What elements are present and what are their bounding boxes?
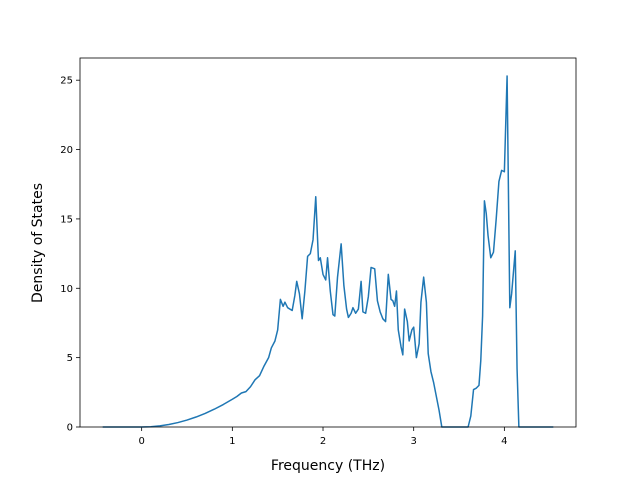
y-tick-label: 20 xyxy=(60,145,73,156)
x-tick-label: 0 xyxy=(138,436,144,447)
y-tick-label: 0 xyxy=(67,423,73,434)
x-tick-label: 1 xyxy=(229,436,235,447)
y-tick-label: 5 xyxy=(67,353,73,364)
x-tick-label: 4 xyxy=(501,436,507,447)
y-tick-label: 10 xyxy=(60,284,73,295)
x-axis-label: Frequency (THz) xyxy=(271,458,385,474)
x-tick-label: 3 xyxy=(411,436,417,447)
y-tick-label: 25 xyxy=(60,76,73,87)
y-tick-label: 15 xyxy=(60,214,73,225)
x-tick-label: 2 xyxy=(320,436,326,447)
line-series xyxy=(102,75,554,428)
plot-frame xyxy=(79,57,577,428)
y-axis-label: Density of States xyxy=(30,183,46,303)
